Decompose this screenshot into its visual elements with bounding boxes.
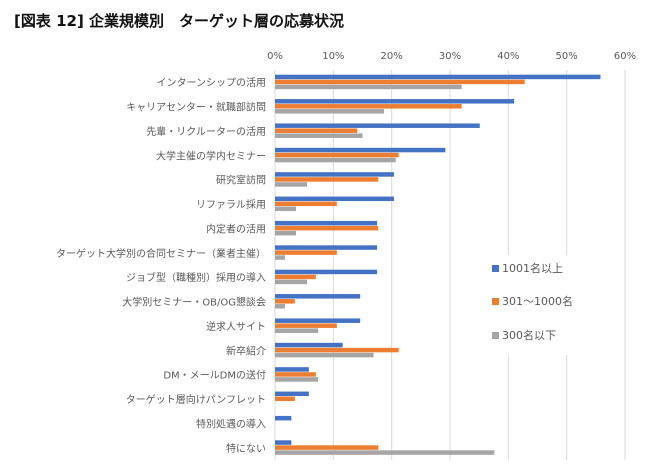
x-tick-label: 10% [322,51,344,62]
category-label: ターゲット層向けパンフレット [126,393,266,406]
bar-300名以下 [275,84,462,90]
bar-1001名以上 [275,147,446,153]
category-label: ターゲット大学別の合同セミナー（業者主催） [56,247,266,260]
category-label: 大学主催の学内セミナー [156,149,266,162]
bar-1001名以上 [275,391,309,397]
bar-1001名以上 [275,294,361,299]
bar-1001名以上 [275,99,515,104]
bar-301～1000名 [275,152,399,158]
category-label: 大学別セミナー・OB/OG懇談会 [122,296,266,309]
category-label: インターンシップの活用 [157,77,267,89]
bar-1001名以上 [275,342,343,348]
legend-background [484,255,604,355]
legend-swatch [492,332,499,339]
bar-1001名以上 [275,269,378,275]
bar-300名以下 [275,206,296,212]
bar-301～1000名 [275,201,337,207]
x-tick-label: 60% [614,51,636,62]
bar-300名以下 [275,279,308,285]
legend-label: 301～1000名 [502,294,573,308]
bar-300名以下 [275,255,285,260]
bar-301～1000名 [275,104,462,109]
bar-1001名以上 [275,367,309,372]
bar-1001名以上 [275,245,378,250]
bar-301～1000名 [275,79,525,85]
bar-1001名以上 [275,318,361,323]
bar-1001名以上 [275,74,601,80]
category-label: 特別処遇の導入 [196,417,266,430]
legend-label: 1001名以上 [502,261,563,275]
category-label: 特にない [226,443,266,455]
bar-300名以下 [275,157,396,163]
x-tick-label: 30% [439,51,461,62]
bar-301～1000名 [275,177,379,182]
bar-300名以下 [275,230,296,236]
category-label: 内定者の活用 [206,222,266,235]
bar-1001名以上 [275,440,292,445]
bar-300名以下 [275,109,385,114]
bar-1001名以上 [275,123,480,128]
bar-301～1000名 [275,299,295,304]
bar-301～1000名 [275,347,399,353]
category-label: ジョブ型（職種別）採用の導入 [126,271,266,284]
bar-301～1000名 [275,128,358,133]
bar-300名以下 [275,304,285,309]
chart-title: [図表 12] 企業規模別 ターゲット層の応募状況 [14,12,345,30]
bar-301～1000名 [275,445,379,450]
category-label: キャリアセンター・就職部訪問 [126,101,266,114]
bar-1001名以上 [275,172,394,177]
bar-300名以下 [275,182,308,187]
bar-1001名以上 [275,196,394,202]
legend-swatch [492,265,499,272]
bar-301～1000名 [275,225,379,231]
bar-300名以下 [275,377,319,382]
category-label: リファラル採用 [196,198,266,211]
legend-swatch [492,298,499,305]
bar-1001名以上 [275,415,292,421]
category-label: DM・メールDMの送付 [163,369,266,382]
bar-301～1000名 [275,396,295,402]
category-label: 逆求人サイト [206,320,266,333]
legend-label: 300名以下 [502,328,556,342]
x-tick-label: 0% [267,51,283,62]
category-label: 新卒紹介 [226,344,266,357]
bar-300名以下 [275,328,319,333]
bar-300名以下 [275,352,374,358]
x-tick-label: 50% [556,51,578,62]
bar-301～1000名 [275,250,337,255]
bar-301～1000名 [275,274,316,280]
category-label: 研究室訪問 [216,174,266,187]
bar-301～1000名 [275,372,316,377]
bar-301～1000名 [275,323,337,328]
x-tick-label: 20% [381,51,403,62]
bar-300名以下 [275,133,363,138]
category-label: 先輩・リクルーターの活用 [146,125,266,138]
bar-300名以下 [275,450,495,455]
bar-1001名以上 [275,220,378,226]
x-tick-label: 40% [497,51,519,62]
